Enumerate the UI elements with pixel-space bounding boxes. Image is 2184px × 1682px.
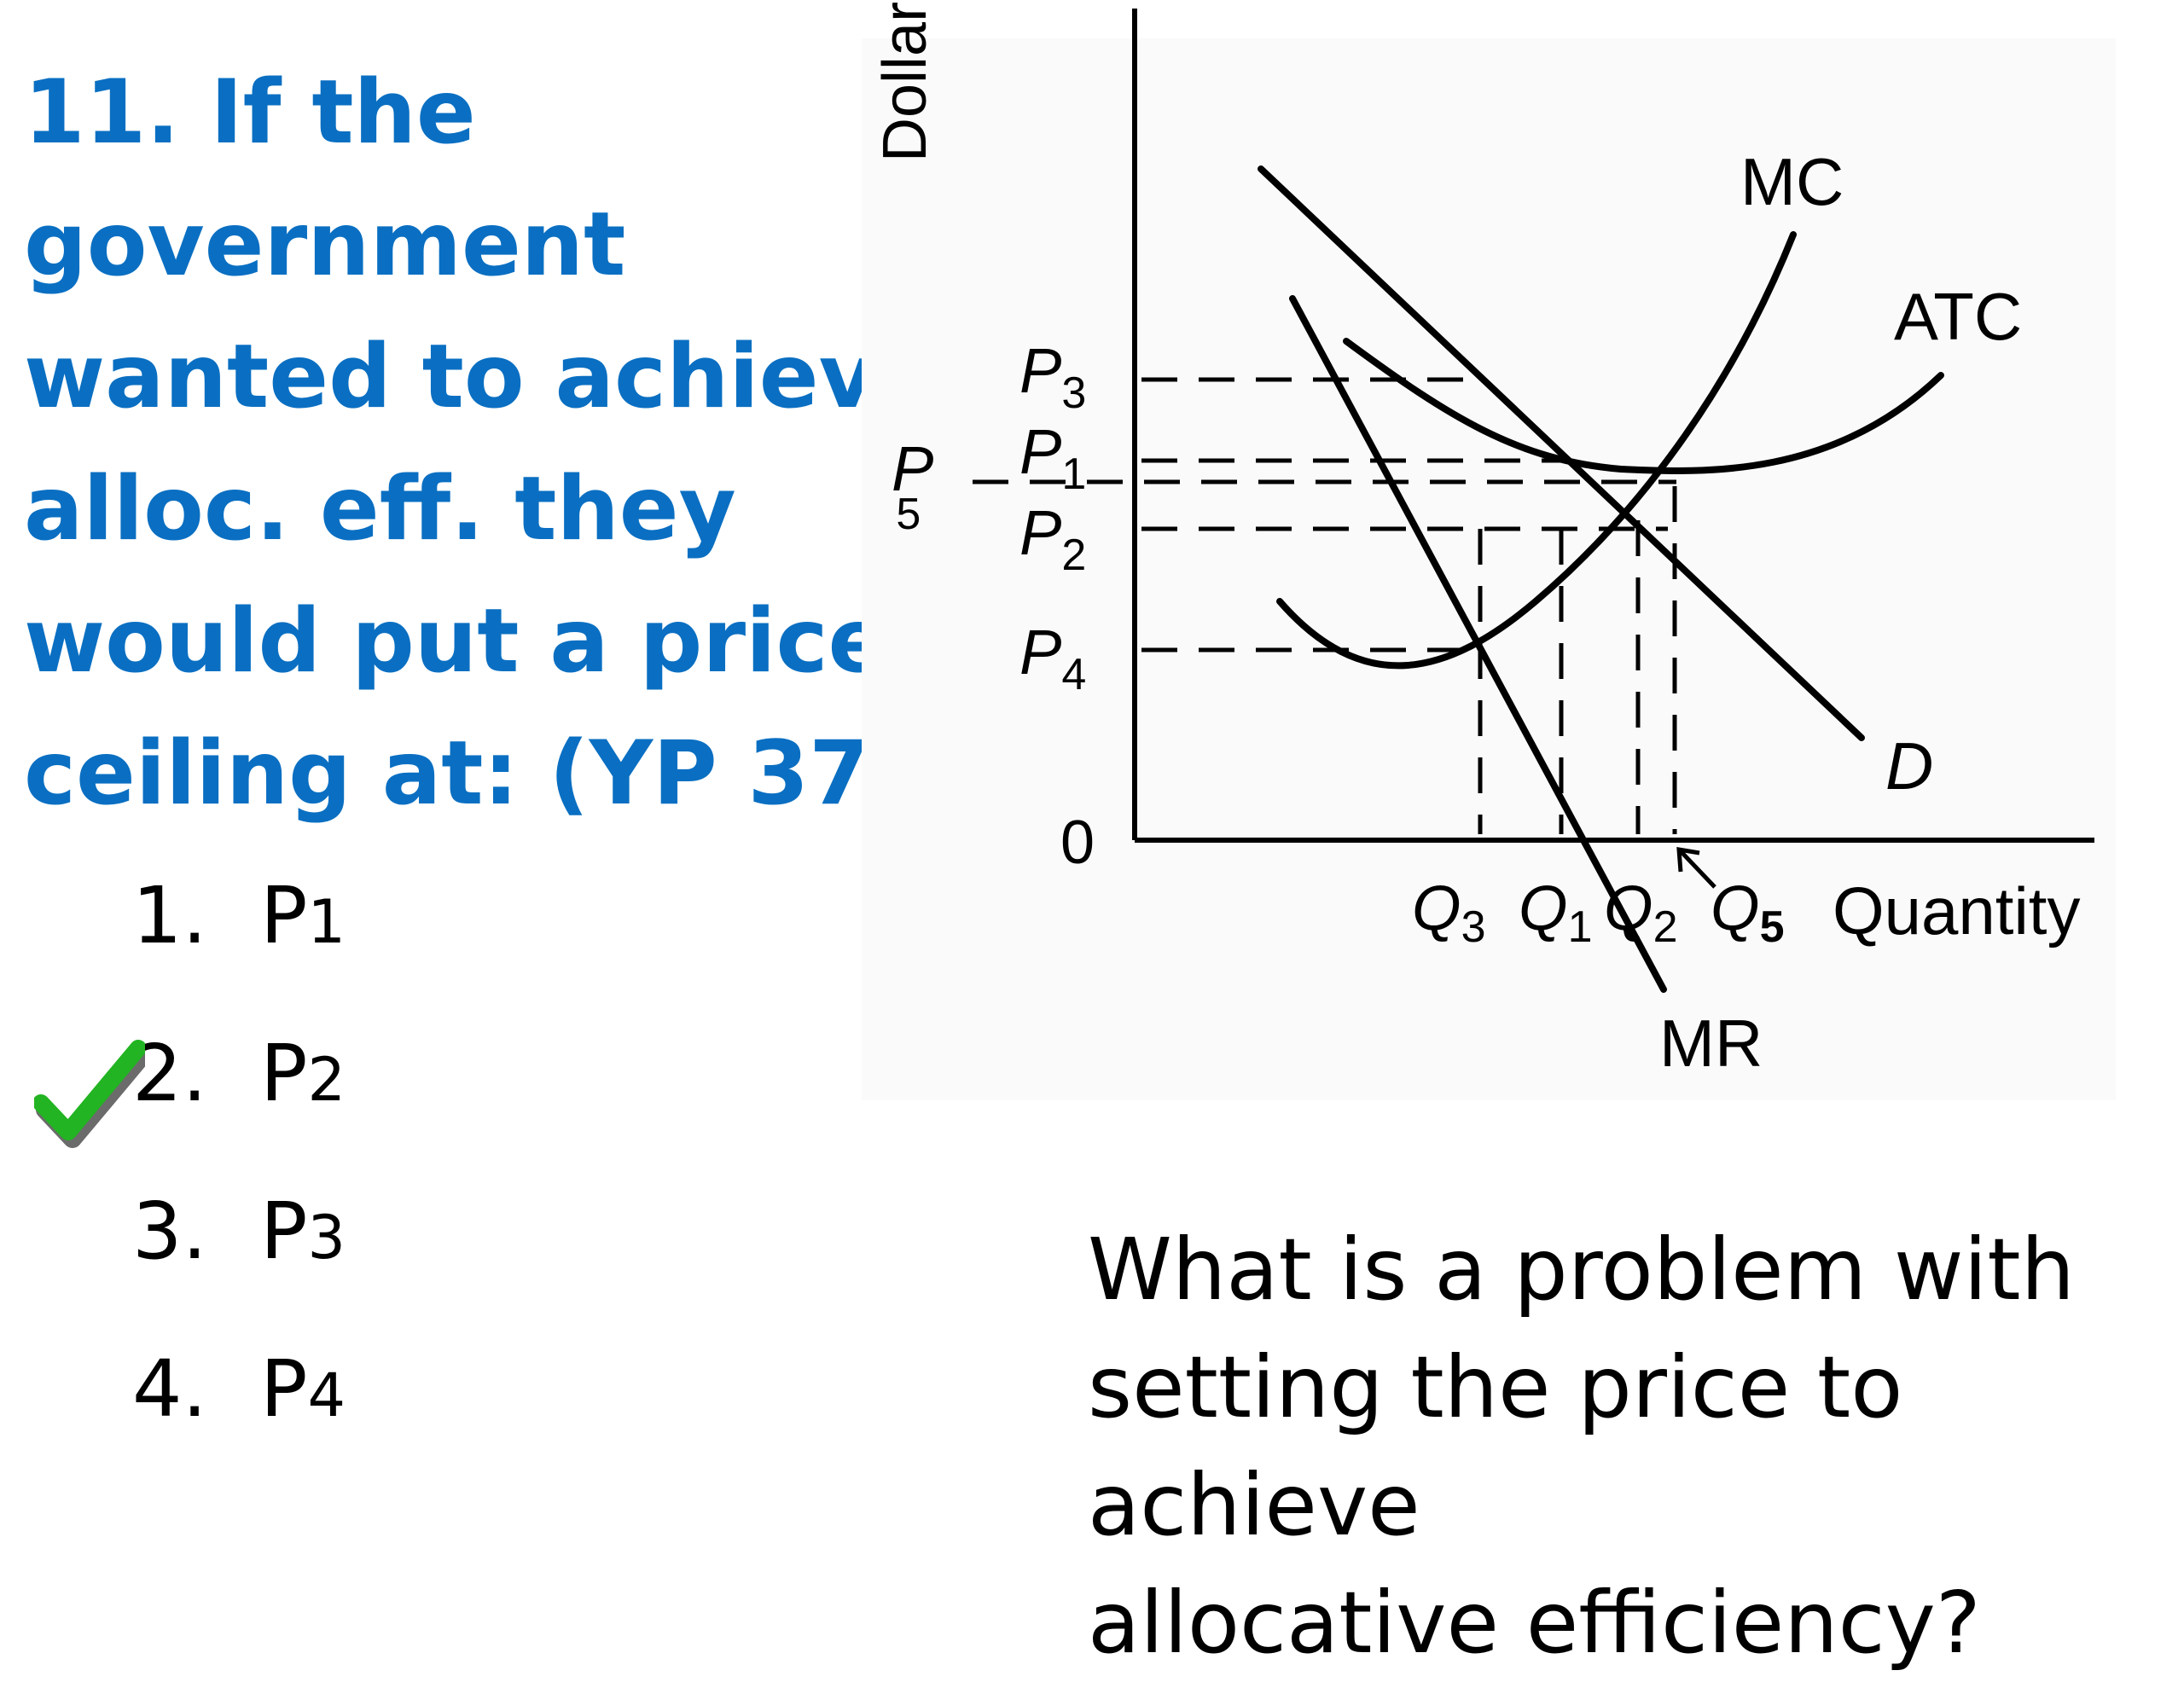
y-axis-label: Dollars <box>871 0 939 162</box>
demand-curve <box>1258 165 1865 741</box>
question-line: alloc. eff. they <box>24 458 736 560</box>
option-label: P <box>260 1028 308 1119</box>
option-label: P <box>260 870 308 961</box>
origin-label: 0 <box>1060 809 1095 877</box>
q1-label: Q1 <box>1519 873 1592 952</box>
option-sub: 3 <box>307 1203 346 1273</box>
q5-label: Q5 <box>1711 873 1784 952</box>
q2-label: Q2 <box>1604 873 1677 952</box>
option-4[interactable]: 4. P4 <box>132 1343 346 1471</box>
p4-label: P4 <box>1019 617 1086 699</box>
option-3[interactable]: 3. P3 <box>132 1186 346 1314</box>
quantity-labels: Q3 Q1 Q2 Q5 <box>1412 873 1784 952</box>
q3-label: Q3 <box>1412 873 1485 952</box>
mc-label: MC <box>1740 144 1844 219</box>
option-sub: 4 <box>307 1360 346 1430</box>
q5-arrow <box>1676 847 1716 889</box>
option-sub: 2 <box>307 1045 346 1115</box>
demand-label: D <box>1885 728 1933 803</box>
question-line: would put a price <box>24 590 888 693</box>
option-label: P <box>260 1343 308 1435</box>
followup-line: What is a problem with <box>1088 1220 2075 1320</box>
atc-label: ATC <box>1894 279 2022 354</box>
atc-curve <box>1343 338 1944 474</box>
p1-label: P1 <box>1019 416 1086 499</box>
option-number: 3. <box>132 1186 207 1277</box>
checkmark-icon <box>34 1040 145 1148</box>
mc-curve <box>1276 231 1797 670</box>
option-sub: 1 <box>307 887 346 957</box>
x-axis-label: Quantity <box>1833 873 2080 948</box>
p3-label: P3 <box>1019 335 1086 418</box>
dashed-guides <box>973 377 1677 834</box>
question-line: 11. If the <box>24 61 476 164</box>
followup-question: What is a problem with setting the price… <box>1088 1211 2184 1682</box>
question-line: wanted to achieve <box>24 326 936 428</box>
question-line: ceiling at: (YP 37) <box>24 722 910 825</box>
mr-label: MR <box>1659 1006 1763 1081</box>
option-1[interactable]: 1. P1 <box>132 870 346 998</box>
question-line: government <box>24 194 626 296</box>
followup-line: setting the price to achieve <box>1088 1337 1903 1555</box>
option-label: P <box>260 1186 308 1277</box>
graph-background <box>862 38 2116 1100</box>
option-number: 1. <box>132 870 207 961</box>
p2-label: P2 <box>1019 497 1086 580</box>
question-text: 11. If the government wanted to achieve … <box>24 47 936 840</box>
option-number: 4. <box>132 1343 207 1435</box>
